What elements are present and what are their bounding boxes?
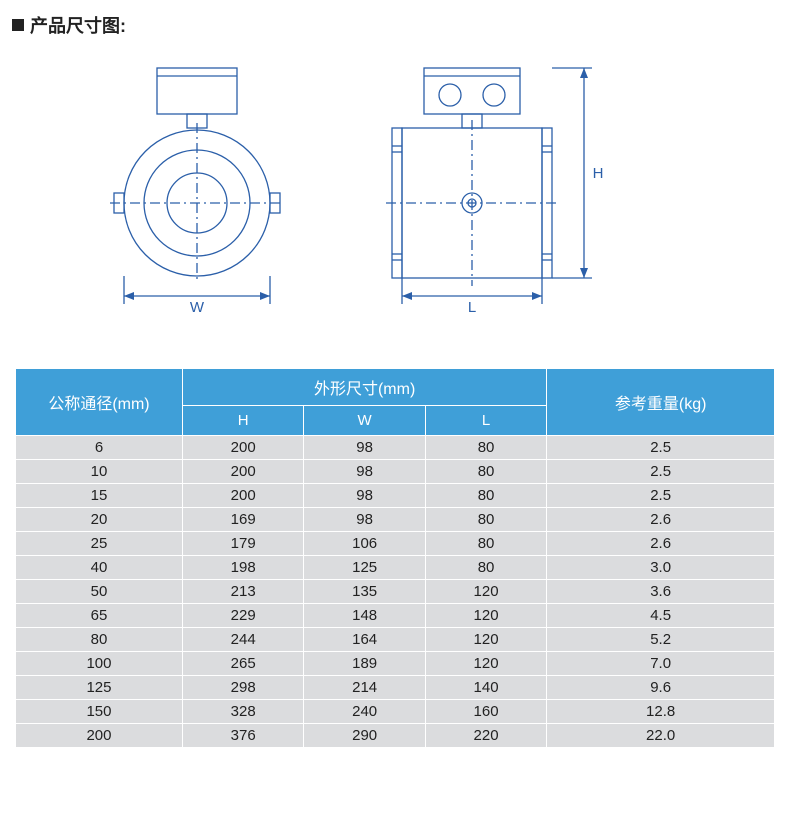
cell-W: 98	[304, 460, 425, 484]
cell-W: 125	[304, 556, 425, 580]
dimension-table: 公称通径(mm) 外形尺寸(mm) 参考重量(kg) H W L 6200988…	[15, 368, 775, 748]
cell-H: 298	[182, 676, 303, 700]
table-body: 620098802.51020098802.51520098802.520169…	[16, 436, 775, 748]
cell-dn: 80	[16, 628, 183, 652]
cell-kg: 4.5	[547, 604, 775, 628]
cell-W: 290	[304, 724, 425, 748]
cell-H: 229	[182, 604, 303, 628]
cell-dn: 65	[16, 604, 183, 628]
svg-text:H: H	[593, 165, 604, 182]
cell-L: 120	[425, 628, 546, 652]
table-row: 1020098802.5	[16, 460, 775, 484]
svg-text:W: W	[190, 299, 205, 316]
title-bullet	[12, 19, 24, 31]
table-header: 公称通径(mm) 外形尺寸(mm) 参考重量(kg) H W L	[16, 369, 775, 436]
cell-dn: 200	[16, 724, 183, 748]
cell-W: 240	[304, 700, 425, 724]
table-row: 15032824016012.8	[16, 700, 775, 724]
cell-dn: 125	[16, 676, 183, 700]
cell-L: 140	[425, 676, 546, 700]
cell-H: 328	[182, 700, 303, 724]
cell-kg: 22.0	[547, 724, 775, 748]
cell-L: 120	[425, 580, 546, 604]
cell-dn: 20	[16, 508, 183, 532]
cell-H: 200	[182, 484, 303, 508]
cell-kg: 5.2	[547, 628, 775, 652]
cell-W: 98	[304, 484, 425, 508]
table-row: 40198125803.0	[16, 556, 775, 580]
th-W: W	[304, 406, 425, 436]
cell-L: 120	[425, 652, 546, 676]
table-row: 502131351203.6	[16, 580, 775, 604]
th-weight: 参考重量(kg)	[547, 369, 775, 436]
cell-L: 220	[425, 724, 546, 748]
cell-kg: 2.5	[547, 484, 775, 508]
cell-L: 80	[425, 532, 546, 556]
table-row: 2016998802.6	[16, 508, 775, 532]
cell-W: 135	[304, 580, 425, 604]
cell-dn: 50	[16, 580, 183, 604]
cell-H: 265	[182, 652, 303, 676]
cell-dn: 40	[16, 556, 183, 580]
cell-H: 169	[182, 508, 303, 532]
cell-kg: 2.5	[547, 460, 775, 484]
th-H: H	[182, 406, 303, 436]
cell-H: 376	[182, 724, 303, 748]
cell-dn: 6	[16, 436, 183, 460]
cell-kg: 7.0	[547, 652, 775, 676]
cell-dn: 100	[16, 652, 183, 676]
cell-kg: 2.6	[547, 532, 775, 556]
th-nominal: 公称通径(mm)	[16, 369, 183, 436]
cell-kg: 2.6	[547, 508, 775, 532]
cell-L: 80	[425, 484, 546, 508]
cell-H: 200	[182, 460, 303, 484]
dimension-diagram: W	[12, 58, 778, 338]
diagram-svg: W	[12, 58, 772, 338]
cell-L: 120	[425, 604, 546, 628]
cell-dn: 10	[16, 460, 183, 484]
cell-H: 198	[182, 556, 303, 580]
cell-L: 80	[425, 436, 546, 460]
cell-L: 80	[425, 556, 546, 580]
cell-dn: 150	[16, 700, 183, 724]
cell-L: 80	[425, 508, 546, 532]
cell-H: 179	[182, 532, 303, 556]
section-title: 产品尺寸图:	[12, 12, 778, 38]
cell-L: 80	[425, 460, 546, 484]
cell-kg: 2.5	[547, 436, 775, 460]
table-row: 25179106802.6	[16, 532, 775, 556]
cell-kg: 12.8	[547, 700, 775, 724]
cell-W: 214	[304, 676, 425, 700]
cell-H: 213	[182, 580, 303, 604]
table-row: 1520098802.5	[16, 484, 775, 508]
cell-W: 98	[304, 508, 425, 532]
cell-W: 98	[304, 436, 425, 460]
table-row: 1002651891207.0	[16, 652, 775, 676]
cell-dn: 25	[16, 532, 183, 556]
cell-W: 106	[304, 532, 425, 556]
table-row: 802441641205.2	[16, 628, 775, 652]
title-text: 产品尺寸图:	[30, 12, 126, 38]
cell-W: 189	[304, 652, 425, 676]
cell-dn: 15	[16, 484, 183, 508]
cell-H: 200	[182, 436, 303, 460]
cell-kg: 9.6	[547, 676, 775, 700]
cell-H: 244	[182, 628, 303, 652]
table-row: 652291481204.5	[16, 604, 775, 628]
svg-text:L: L	[468, 299, 476, 316]
cell-kg: 3.0	[547, 556, 775, 580]
cell-kg: 3.6	[547, 580, 775, 604]
cell-W: 164	[304, 628, 425, 652]
cell-W: 148	[304, 604, 425, 628]
th-dims: 外形尺寸(mm)	[182, 369, 546, 406]
cell-L: 160	[425, 700, 546, 724]
table-row: 20037629022022.0	[16, 724, 775, 748]
table-row: 1252982141409.6	[16, 676, 775, 700]
table-row: 620098802.5	[16, 436, 775, 460]
th-L: L	[425, 406, 546, 436]
